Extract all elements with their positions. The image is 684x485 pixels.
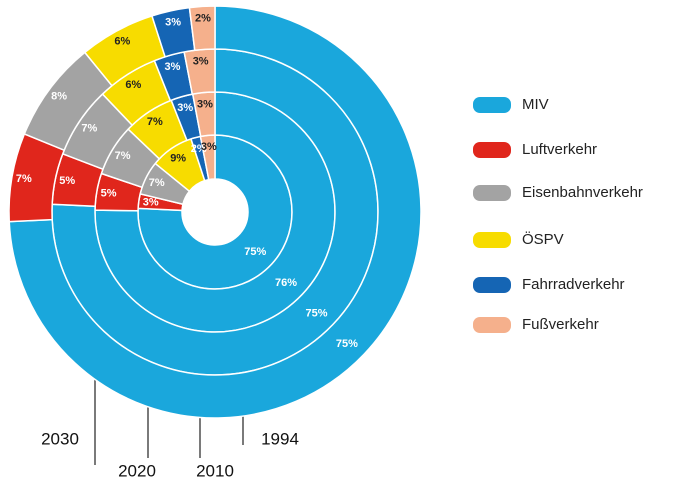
rings <box>8 5 422 419</box>
segment-label: 3% <box>143 197 159 209</box>
legend-icon <box>473 142 511 158</box>
segment-label: 3% <box>165 16 181 28</box>
legend-icon <box>473 317 511 333</box>
segment <box>8 5 422 419</box>
segment <box>188 5 216 52</box>
segment-label: 75% <box>244 246 266 258</box>
legend: MIV Luftverkehr Eisenbahnverkehr ÖSPV Fahrra… <box>473 96 643 333</box>
segment-label: 3% <box>197 98 213 110</box>
segment-label: 7% <box>81 122 97 134</box>
segment-label: 5% <box>59 175 75 187</box>
segment-label: 75% <box>305 307 327 319</box>
legend-text: Fußverkehr <box>522 316 599 333</box>
segment-label: 2% <box>191 143 207 155</box>
legend-text: Eisenbahnverkehr <box>522 184 643 201</box>
segment-label: 3% <box>177 102 193 114</box>
ring-label: 2020 <box>118 461 156 480</box>
segment-label: 3% <box>165 61 181 73</box>
legend-text: Fahrradverkehr <box>522 276 625 293</box>
ring-label: 1994 <box>261 429 299 448</box>
ring-label: 2010 <box>196 461 234 480</box>
segment-label: 3% <box>193 56 209 68</box>
segment-label: 7% <box>147 116 163 128</box>
legend-text: MIV <box>522 96 549 113</box>
segment-label: 7% <box>16 173 32 185</box>
legend-icon <box>473 232 511 248</box>
segment-label: 76% <box>275 277 297 289</box>
legend-icon <box>473 277 511 293</box>
segment-label: 7% <box>115 150 131 162</box>
segment-label: 8% <box>51 90 67 102</box>
segment-label: 7% <box>149 177 165 189</box>
legend-text: ÖSPV <box>522 230 564 248</box>
segment-label: 6% <box>125 79 141 91</box>
ring-label: 2030 <box>41 429 79 448</box>
legend-icon <box>473 97 511 113</box>
segment-label: 3% <box>201 141 217 153</box>
segment-label: 5% <box>101 188 117 200</box>
segment-label: 75% <box>336 338 358 350</box>
segment-label: 9% <box>170 152 186 164</box>
segment-label: 2% <box>195 12 211 24</box>
legend-text: Luftverkehr <box>522 141 597 158</box>
labels: 75%3%7%9%2%3%76%5%7%7%3% 3%75%5%7%6%3% 3%7… <box>16 12 358 350</box>
legend-icon <box>473 185 511 201</box>
segment-label: 6% <box>114 35 130 47</box>
